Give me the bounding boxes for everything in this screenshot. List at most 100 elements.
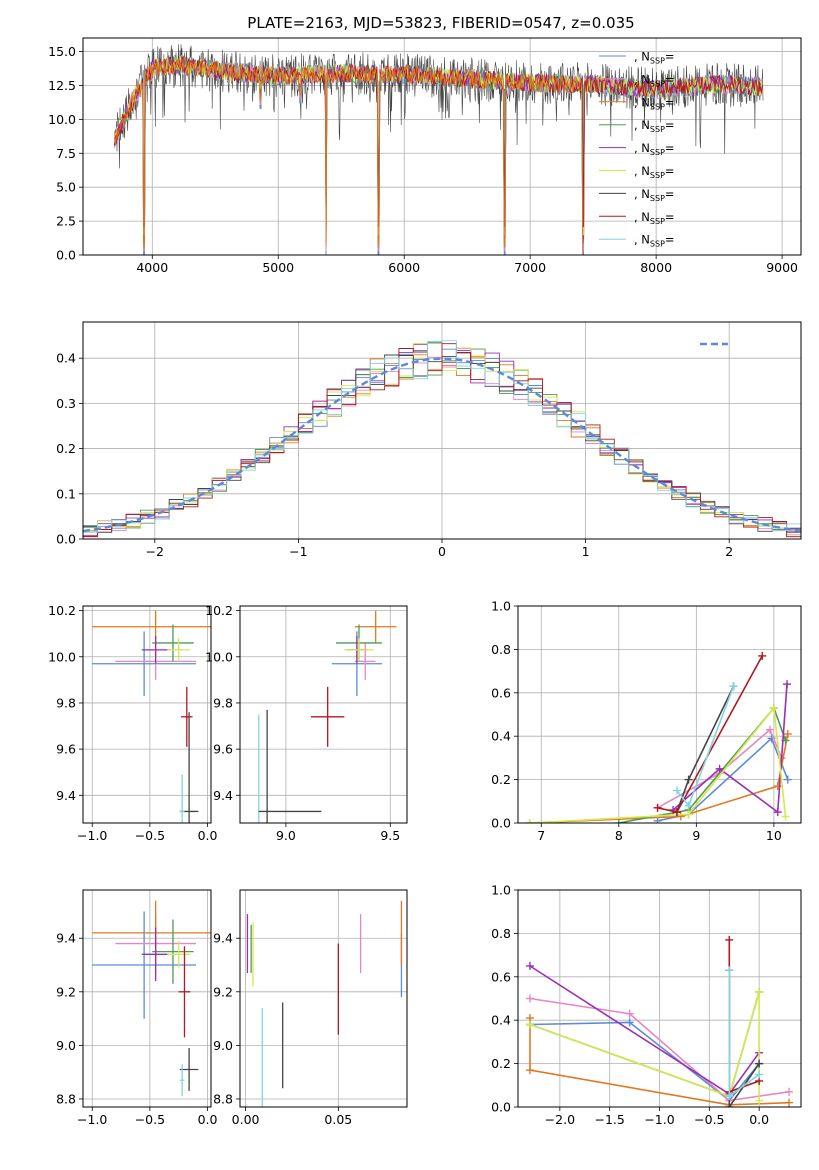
- plus-marker: [773, 808, 782, 817]
- weight-line-8: [728, 970, 760, 1098]
- x-tick-label: 4000: [136, 260, 168, 275]
- grid: [240, 606, 407, 823]
- x-tick-label: 0: [438, 544, 446, 559]
- x-tick-label: 2: [725, 544, 733, 559]
- plus-marker: [729, 682, 738, 691]
- x-tick-label: −1.0: [77, 1112, 107, 1127]
- y-tick-label: 0.8: [491, 926, 511, 941]
- errorbar-7: [310, 686, 345, 747]
- plus-marker: [625, 1009, 634, 1018]
- errorbar-8: [179, 774, 185, 823]
- weight-line-5: [529, 991, 760, 1101]
- y-tick-label: 0.1: [56, 486, 76, 501]
- y-tick-label: 8.8: [56, 1091, 76, 1106]
- x-tick-label: 5000: [262, 260, 294, 275]
- legend-nssp-sub: SSP: [650, 217, 665, 226]
- panel-age-vs-Z: −1.0 −0.5 0.0 9.4 9.6 9.8 10.0 10.2: [48, 603, 218, 843]
- histogram-8: [83, 340, 801, 533]
- legend-nssp-prefix: , N: [634, 233, 650, 247]
- y-tick-label: 0.2: [491, 1056, 511, 1071]
- legend-label: , NSSP=: [634, 164, 675, 180]
- x-tick-label: −2: [146, 544, 164, 559]
- y-tick-label: 2.5: [56, 214, 76, 229]
- y-tick-label: 9.0: [56, 1038, 76, 1053]
- axes-frame: [82, 605, 212, 824]
- legend-label: , NSSP=: [634, 50, 675, 66]
- plot-area: [83, 340, 801, 538]
- plus-marker: [755, 987, 764, 996]
- errorbar-4: [141, 927, 170, 982]
- plus-marker: [755, 1070, 764, 1079]
- legend-nssp-sub: SSP: [650, 148, 665, 157]
- y-tick-label: 0.0: [56, 532, 76, 547]
- legend-nssp-prefix: , N: [634, 164, 650, 178]
- plus-marker: [725, 966, 734, 975]
- plot-area: [114, 44, 764, 255]
- plus-marker: [773, 782, 782, 791]
- plus-marker: [525, 961, 534, 970]
- x-tick-label: 1: [582, 544, 590, 559]
- panel-weight-vs-age: 7 8 9 10 0.0 0.2 0.4 0.6 0.8 1.0: [491, 599, 802, 843]
- plus-marker: [525, 1066, 534, 1075]
- y-tick-label: 9.6: [56, 742, 76, 757]
- y-tick-label: 9.2: [213, 984, 233, 999]
- x-tick-label: 8000: [640, 260, 672, 275]
- plus-marker: [755, 1059, 764, 1068]
- spectrum-line-2: [114, 56, 584, 255]
- panel-mass-vs-Z: −1.0 −0.5 0.0 8.8 9.0 9.2 9.4: [56, 889, 218, 1127]
- legend-label: , NSSP=: [634, 187, 675, 203]
- errorbar-3: [152, 624, 194, 662]
- errorbar-7: [181, 686, 193, 747]
- plus-marker: [525, 1020, 534, 1029]
- normal-curve: [83, 357, 801, 533]
- legend-nssp-eq: =: [665, 118, 675, 132]
- panel-residuals: −2 −1 0 1 2 0.0 0.1 0.2 0.3 0.4: [56, 321, 802, 559]
- plot-area: [92, 610, 211, 823]
- y-tick-label: 9.2: [56, 984, 76, 999]
- grid: [83, 606, 211, 823]
- axes-frame: [82, 37, 802, 256]
- axes-frame: [517, 889, 802, 1108]
- x-tick-label: −1.0: [644, 1112, 674, 1127]
- x-tick-label: −0.5: [694, 1112, 724, 1127]
- y-tick-label: 9.4: [56, 788, 76, 803]
- plus-marker: [653, 803, 662, 812]
- legend-label: , NSSP=: [634, 118, 675, 134]
- y-tick-label: 0.2: [491, 772, 511, 787]
- weight-line-2: [529, 733, 789, 823]
- y-tick-label: 9.0: [213, 1038, 233, 1053]
- axes-frame: [517, 605, 802, 824]
- x-tick-label: 6000: [388, 260, 420, 275]
- legend-label: , NSSP=: [634, 141, 675, 157]
- legend-nssp-eq: =: [665, 50, 675, 64]
- errorbar-8: [179, 1064, 185, 1097]
- plus-marker: [725, 935, 734, 944]
- axes-frame: [239, 605, 408, 824]
- plus-marker: [785, 1098, 794, 1107]
- histogram-7: [83, 343, 801, 538]
- y-tick-label: 1.0: [491, 883, 511, 898]
- x-tick-label: 9: [692, 828, 700, 843]
- y-tick-label: 0.4: [491, 1013, 511, 1028]
- plus-marker: [684, 810, 693, 819]
- errorbar-3: [152, 919, 194, 984]
- legend-label: , NSSP=: [634, 233, 675, 249]
- y-tick-label: 0.6: [491, 969, 511, 984]
- plus-marker: [684, 775, 693, 784]
- legend-nssp-eq: =: [665, 233, 675, 247]
- x-tick-label: −2.0: [545, 1112, 575, 1127]
- y-tick-label: 12.5: [48, 78, 76, 93]
- weight-line-3: [529, 991, 760, 1098]
- panel-spectrum: 4000 5000 6000 7000 8000 9000 0.0 2.5 5.0 7.5 10.0…: [48, 37, 802, 275]
- y-tick-label: 1.0: [491, 599, 511, 614]
- legend-nssp-sub: SSP: [650, 102, 665, 111]
- panel-weight-vs-Z: −2.0 −1.5 −1.0 −0.5 0.0 0.0 0.2 0.4 0.6 0.8 1.0: [491, 883, 802, 1127]
- x-tick-label: 7: [537, 828, 545, 843]
- x-tick-label: 0.0: [198, 828, 218, 843]
- x-tick-label: −0.5: [135, 1112, 165, 1127]
- x-tick-label: 7000: [514, 260, 546, 275]
- axes-frame: [239, 889, 408, 1108]
- plus-marker: [525, 819, 534, 823]
- plus-marker: [783, 680, 792, 689]
- legend-nssp-eq: =: [665, 187, 675, 201]
